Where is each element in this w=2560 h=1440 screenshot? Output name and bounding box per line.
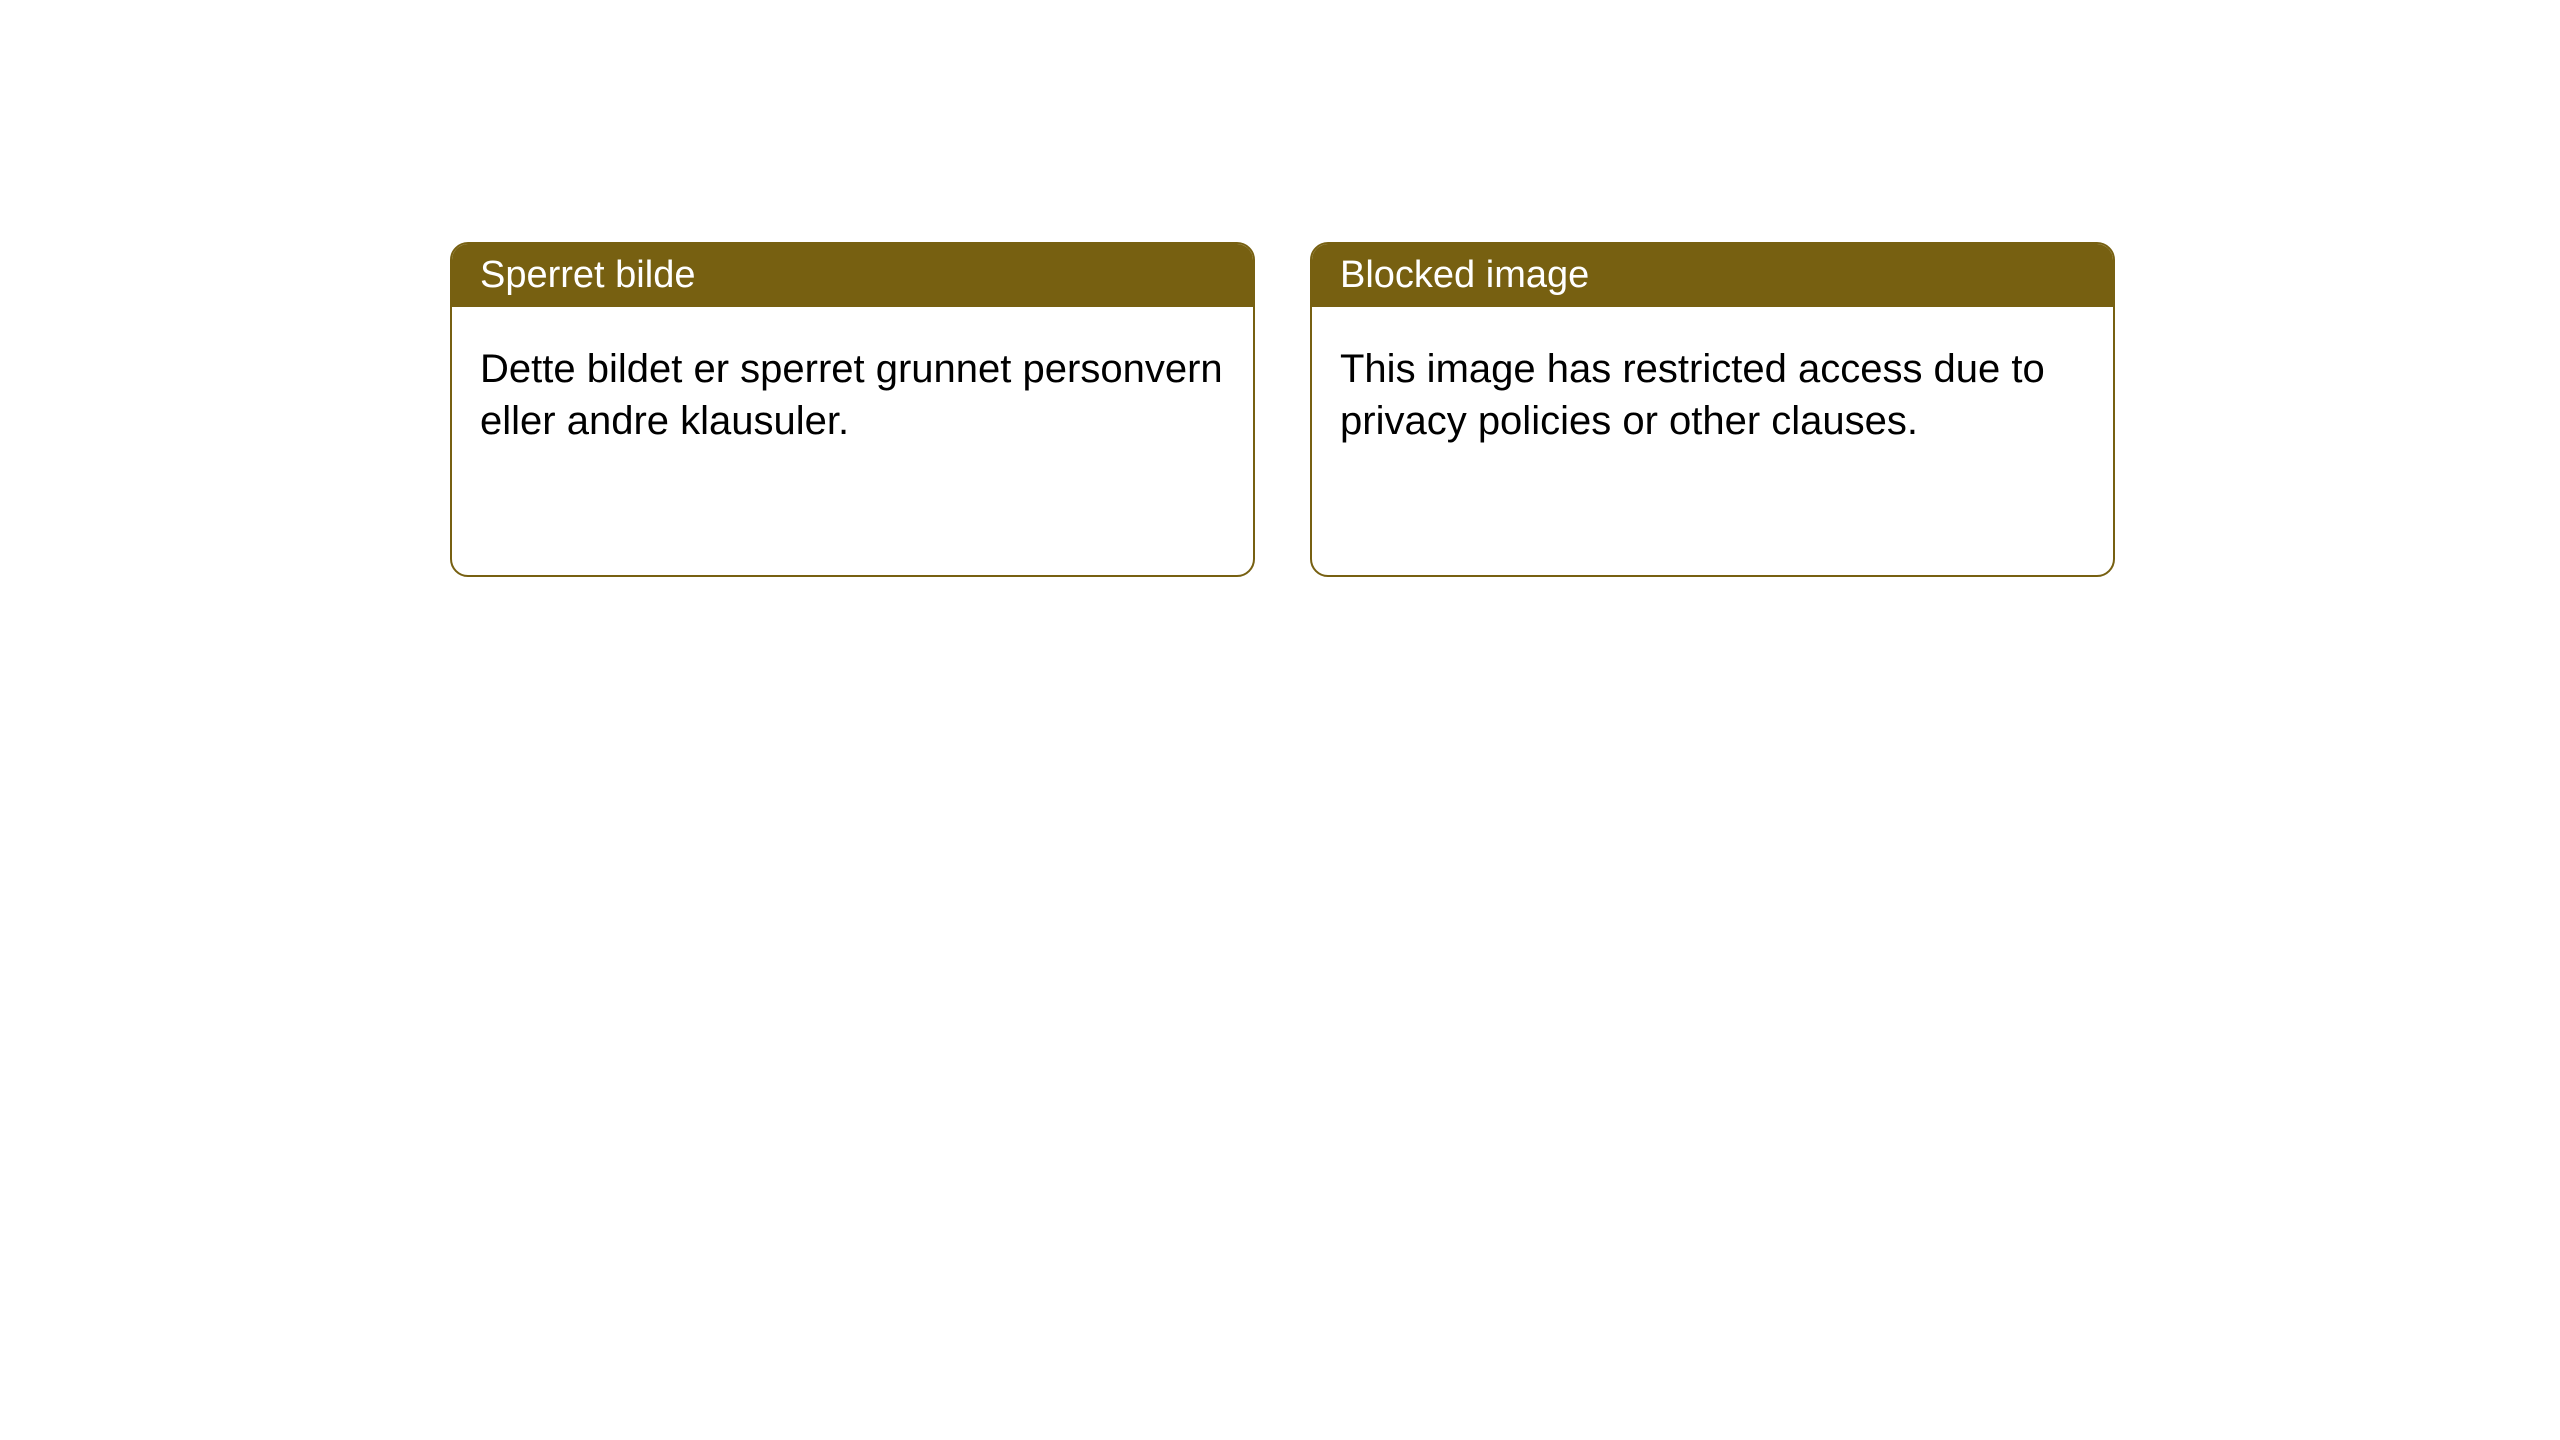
cards-container: Sperret bilde Dette bildet er sperret gr… <box>0 0 2560 577</box>
card-body: Dette bildet er sperret grunnet personve… <box>452 307 1253 483</box>
card-header: Sperret bilde <box>452 244 1253 307</box>
card-header: Blocked image <box>1312 244 2113 307</box>
blocked-image-card-no: Sperret bilde Dette bildet er sperret gr… <box>450 242 1255 577</box>
blocked-image-card-en: Blocked image This image has restricted … <box>1310 242 2115 577</box>
card-body: This image has restricted access due to … <box>1312 307 2113 483</box>
